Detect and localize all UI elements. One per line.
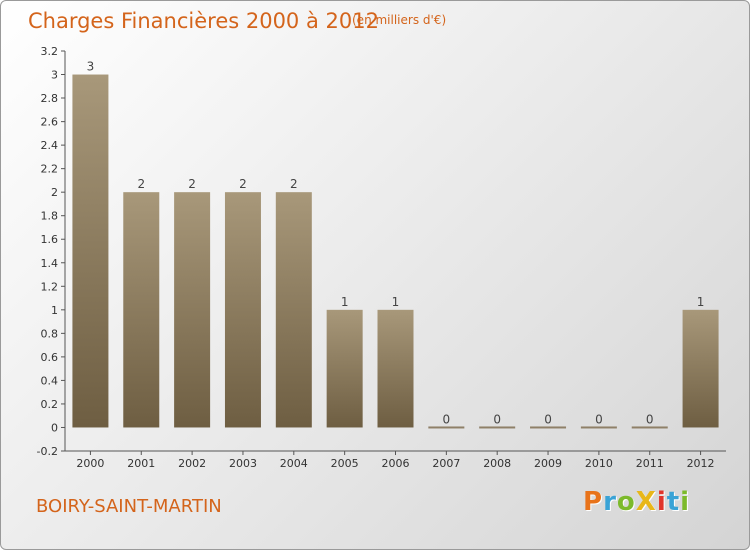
bar-2005	[326, 309, 363, 428]
data-label-2000: 3	[87, 60, 95, 74]
bar-2003	[224, 192, 261, 428]
data-label-2002: 2	[188, 177, 196, 191]
x-tick-label-2010: 2010	[585, 457, 613, 470]
y-tick-label: 3	[51, 69, 58, 82]
x-tick-label-2002: 2002	[178, 457, 206, 470]
bar-2007	[428, 426, 465, 429]
bar-2008	[479, 426, 516, 429]
chart-title: Charges Financières 2000 à 2012	[28, 9, 379, 33]
y-tick-label: 1.4	[41, 257, 59, 270]
labels: 3 2 2 2 2 1 1 0 0 0 0 0 1	[87, 60, 705, 427]
x-tick-label-2008: 2008	[483, 457, 511, 470]
chart-unit: (en milliers d'€)	[352, 13, 447, 27]
y-tick-label: 1.8	[41, 210, 59, 223]
proxiti-logo[interactable]: ProXiti	[583, 487, 690, 517]
data-label-2009: 0	[544, 412, 552, 426]
y-tick-label: 1.2	[41, 280, 59, 293]
x-tick-label-2000: 2000	[76, 457, 104, 470]
logo-letter: P	[583, 487, 604, 517]
y-tick-label: 0.8	[41, 327, 59, 340]
data-label-2001: 2	[137, 177, 145, 191]
logo-letter: i	[656, 487, 667, 517]
y-tick-label: 0	[51, 421, 58, 434]
x-tick-label-2001: 2001	[127, 457, 155, 470]
x-tick-label-2007: 2007	[432, 457, 460, 470]
logo-letter: t	[666, 487, 681, 517]
axes: -0.2 0 0.2 0.4 0.6 0.8 1 1.2 1.4 1.6 1.8 2 2.2 2.4 2.6…	[37, 45, 726, 470]
data-label-2005: 1	[341, 295, 349, 309]
bar-2001	[123, 192, 160, 428]
x-tick-label-2012: 2012	[687, 457, 715, 470]
bar-2002	[174, 192, 211, 428]
y-tick-label: 1.6	[41, 233, 59, 246]
bar-2006	[377, 309, 414, 428]
data-label-2008: 0	[493, 412, 501, 426]
y-tick-label: 3.2	[41, 45, 59, 58]
x-tick-label-2011: 2011	[636, 457, 664, 470]
y-tick-label: -0.2	[37, 445, 58, 458]
y-tick-label: 2.6	[41, 116, 59, 129]
commune-name: BOIRY-SAINT-MARTIN	[36, 496, 222, 517]
bar-2009	[530, 426, 567, 429]
data-label-2004: 2	[290, 177, 298, 191]
bar-2004	[275, 192, 312, 428]
bar-2011	[631, 426, 668, 429]
y-tick-label: 0.6	[41, 351, 59, 364]
data-label-2011: 0	[646, 412, 654, 426]
x-tick-label-2005: 2005	[331, 457, 359, 470]
bar-2012	[682, 309, 719, 428]
y-tick-label: 2.4	[41, 139, 59, 152]
y-tick-label: 2	[51, 186, 58, 199]
x-tick-label-2004: 2004	[280, 457, 308, 470]
y-tick-label: 1	[51, 304, 58, 317]
data-label-2006: 1	[392, 295, 400, 309]
logo-letter: o	[616, 487, 636, 517]
data-label-2007: 0	[443, 412, 451, 426]
data-label-2010: 0	[595, 412, 603, 426]
bar-2010	[580, 426, 617, 429]
x-tick-label-2006: 2006	[382, 457, 410, 470]
logo-letter: X	[635, 487, 657, 517]
y-tick-label: 0.2	[41, 398, 59, 411]
logo-letter: i	[680, 487, 691, 517]
y-tick-label: 0.4	[41, 374, 59, 387]
y-tick-label: 2.8	[41, 92, 59, 105]
data-label-2012: 1	[697, 295, 705, 309]
bars	[72, 74, 719, 429]
x-tick-label-2009: 2009	[534, 457, 562, 470]
y-tick-label: 2.2	[41, 163, 59, 176]
bar-2000	[72, 74, 109, 428]
x-tick-label-2003: 2003	[229, 457, 257, 470]
logo-letter: r	[603, 487, 617, 517]
data-label-2003: 2	[239, 177, 247, 191]
